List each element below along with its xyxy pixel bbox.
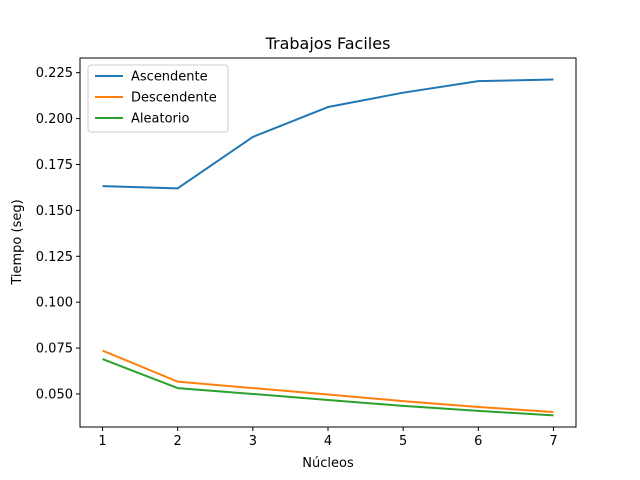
series-line-descendente [102, 349, 554, 413]
y-tick-label: 0.050 [36, 387, 73, 402]
legend-label: Ascendente [131, 70, 208, 85]
series-line-ascendente [102, 78, 554, 190]
x-tick-label: 4 [324, 434, 332, 449]
legend-box [87, 64, 229, 133]
x-tick-label: 6 [474, 434, 482, 449]
x-axis-title: Núcleos [302, 456, 354, 471]
x-tick-label: 1 [98, 434, 106, 449]
y-tick-label: 0.200 [36, 112, 73, 127]
legend: Ascendente Descendente Aleatorio [87, 64, 229, 133]
x-tick-label: 7 [549, 434, 557, 449]
y-axis-title: Tiempo (seg) [10, 199, 25, 285]
y-tick-label: 0.150 [36, 204, 73, 219]
series-line-aleatorio [102, 358, 554, 417]
x-tick-label: 5 [399, 434, 407, 449]
y-tick-label: 0.125 [36, 250, 73, 265]
plot-area: 1 2 3 4 5 6 7 0.050 0.075 0.100 0.125 0.150 0.175 0.2… [36, 66, 558, 449]
y-tick-label: 0.175 [36, 158, 73, 173]
y-tick-label: 0.225 [36, 66, 73, 81]
legend-label: Descendente [131, 91, 217, 106]
plot-frame [79, 57, 577, 428]
chart-title: Trabajos Faciles [265, 34, 391, 53]
x-tick-label: 2 [174, 434, 182, 449]
y-tick-label: 0.075 [36, 342, 73, 357]
legend-label: Aleatorio [131, 112, 189, 127]
y-tick-label: 0.100 [36, 296, 73, 311]
x-tick-label: 3 [249, 434, 257, 449]
